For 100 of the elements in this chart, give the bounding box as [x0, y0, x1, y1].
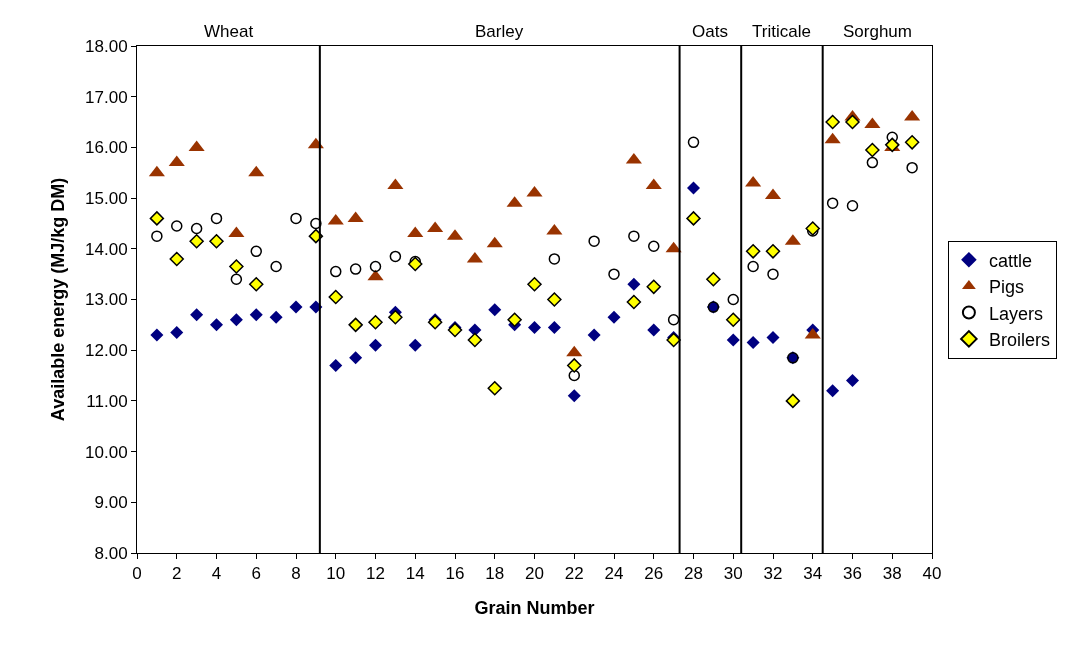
text: Wheat [204, 22, 254, 41]
point [209, 233, 224, 249]
point [408, 256, 423, 272]
point [248, 165, 265, 177]
point [368, 315, 383, 330]
point [607, 310, 621, 324]
point [726, 333, 740, 347]
point [566, 345, 583, 357]
point [687, 181, 700, 195]
point [487, 380, 502, 396]
point [766, 331, 780, 345]
y-tick-label: 16.00 [85, 138, 128, 158]
x-tick-label: 0 [132, 564, 142, 584]
x-tick-label: 22 [564, 564, 584, 584]
x-tick-label: 34 [803, 564, 823, 584]
point [168, 155, 185, 167]
point [148, 165, 165, 177]
point [210, 318, 223, 332]
x-tick-label: 6 [251, 564, 261, 584]
point [249, 308, 263, 322]
point [369, 338, 382, 352]
point [568, 369, 580, 382]
point [588, 235, 600, 247]
x-tick-label: 8 [291, 564, 301, 584]
point [328, 289, 343, 305]
point [805, 221, 820, 236]
point [149, 211, 165, 226]
text: Sorghum [843, 22, 912, 41]
point [327, 213, 344, 225]
x-tick-label: 36 [843, 564, 862, 584]
point [686, 211, 701, 226]
point [647, 323, 661, 337]
point [249, 277, 264, 292]
point [687, 136, 700, 149]
point [846, 199, 859, 212]
point [824, 132, 841, 144]
y-tick-label: 10.00 [85, 442, 128, 462]
point [150, 328, 164, 342]
y-tick-label: 11.00 [86, 391, 128, 411]
legend-label: Pigs [988, 277, 1024, 298]
point [528, 320, 541, 334]
y-tick-label: 15.00 [85, 189, 128, 209]
point [706, 271, 721, 287]
point [567, 358, 582, 373]
point [904, 135, 920, 150]
point [745, 175, 762, 187]
point [269, 310, 283, 324]
x-tick-label: 14 [405, 564, 425, 584]
x-tick-label: 4 [211, 564, 222, 584]
point [349, 263, 362, 275]
text: Barley [475, 22, 524, 41]
point [765, 244, 781, 259]
point [626, 294, 642, 310]
x-tick-label: 16 [445, 564, 465, 584]
x-axis-title: Grain Number [474, 597, 595, 618]
text: Triticale [752, 22, 811, 41]
point [486, 236, 503, 248]
point [389, 250, 402, 263]
point [527, 277, 542, 292]
point [648, 240, 660, 253]
point [189, 233, 204, 249]
point [547, 292, 562, 307]
point [467, 332, 483, 348]
point [190, 222, 203, 235]
point [667, 314, 680, 326]
point [230, 273, 243, 285]
point [348, 317, 363, 333]
point [746, 336, 760, 350]
point [408, 338, 422, 352]
point [367, 269, 384, 281]
point [310, 217, 322, 230]
point [447, 322, 463, 338]
x-tick-label: 2 [172, 564, 182, 584]
y-tick-label: 18.00 [85, 36, 128, 56]
point [804, 327, 821, 339]
point [210, 212, 223, 225]
y-tick-label: 13.00 [85, 290, 128, 310]
y-tick-label: 12.00 [85, 341, 128, 361]
point [627, 277, 641, 291]
point [427, 221, 444, 233]
point [767, 268, 779, 280]
point [628, 230, 640, 242]
point [270, 260, 282, 273]
point [866, 156, 879, 169]
y-tick-label: 8.00 [94, 543, 128, 563]
point [826, 384, 840, 398]
point [608, 268, 620, 280]
point [548, 253, 561, 265]
point [646, 279, 661, 295]
x-tick-label: 38 [882, 564, 902, 584]
x-tick-label: 10 [326, 564, 346, 584]
legend-label: Layers [988, 303, 1043, 324]
point [228, 226, 245, 238]
y-tick-label: 9.00 [94, 493, 128, 513]
point [727, 293, 739, 306]
point [250, 245, 262, 258]
legend-label: Broilers [988, 329, 1050, 350]
point [826, 197, 839, 209]
point [488, 303, 502, 317]
x-tick-label: 26 [644, 564, 664, 584]
